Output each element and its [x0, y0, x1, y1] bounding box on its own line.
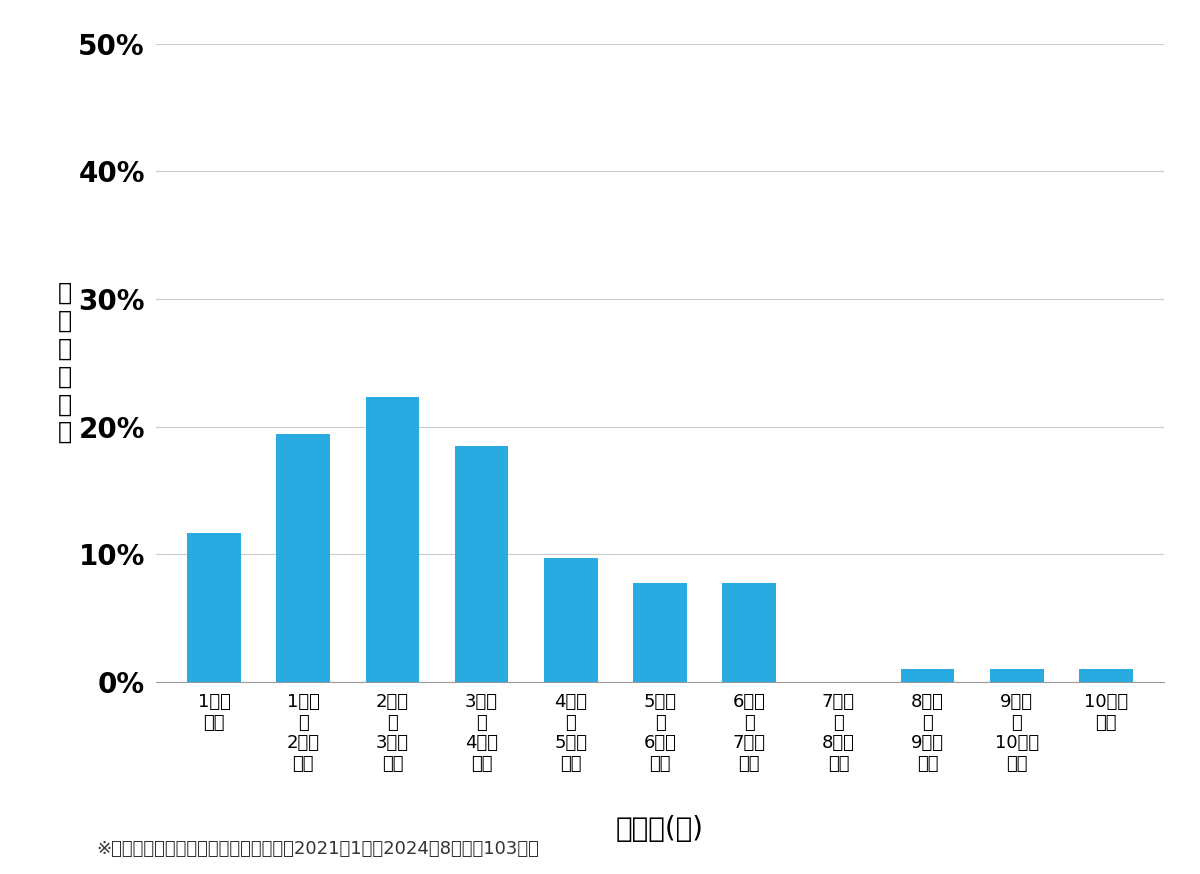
- X-axis label: 価格帯(円): 価格帯(円): [616, 815, 704, 843]
- Bar: [901, 669, 954, 682]
- Text: ※弊社受付の案件を対象に集計（期間：2021年1月～2024年8月、計103件）: ※弊社受付の案件を対象に集計（期間：2021年1月～2024年8月、計103件）: [96, 840, 539, 858]
- Bar: [722, 583, 776, 682]
- Bar: [1079, 669, 1133, 682]
- Bar: [366, 397, 419, 682]
- Bar: [544, 558, 598, 682]
- Y-axis label: 価
格
帯
の
割
合: 価 格 帯 の 割 合: [59, 281, 72, 444]
- Bar: [187, 533, 241, 682]
- Bar: [634, 583, 686, 682]
- Bar: [276, 434, 330, 682]
- Bar: [990, 669, 1044, 682]
- Bar: [455, 447, 509, 682]
